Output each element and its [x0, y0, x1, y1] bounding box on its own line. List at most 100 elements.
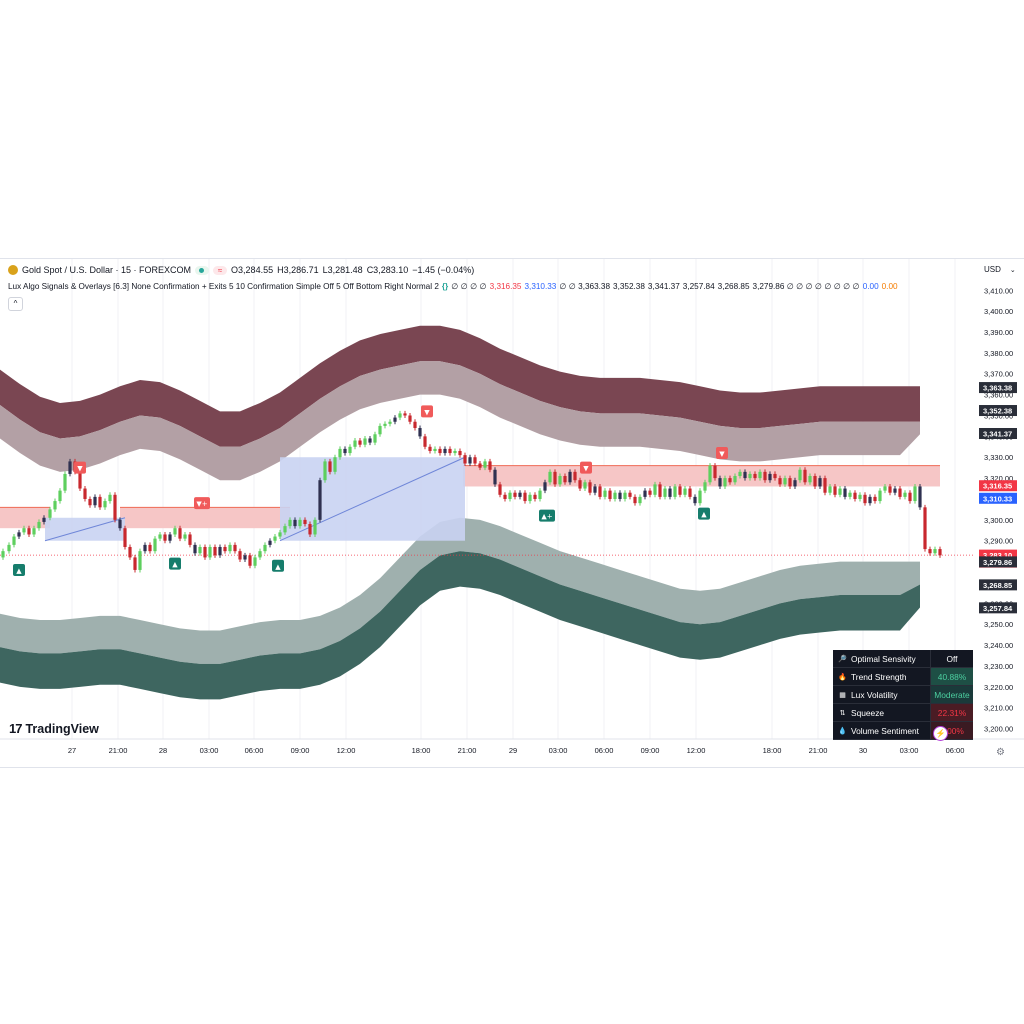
candle: [188, 534, 192, 545]
candle: [393, 417, 397, 422]
y-tick-label: 3,210.00: [984, 704, 1013, 713]
candle: [463, 455, 467, 464]
candle: [618, 492, 622, 499]
candle: [653, 484, 657, 495]
candle: [723, 478, 727, 487]
candle: [813, 476, 817, 487]
candle: [453, 450, 457, 454]
candle: [208, 546, 212, 558]
price-tag-label: 3,310.33: [983, 494, 1012, 503]
candle: [323, 461, 327, 481]
lower-band-outer: [0, 551, 920, 700]
candle: [648, 490, 652, 495]
candle: [533, 494, 537, 499]
x-tick-label: 18:00: [412, 746, 431, 755]
indicator-settings-icon[interactable]: {}: [441, 281, 449, 291]
resistance-zone: [463, 465, 940, 487]
price-tag: [979, 579, 1017, 591]
candle: [338, 448, 342, 458]
candle: [248, 555, 252, 566]
candle: [378, 425, 382, 435]
candle: [833, 486, 837, 495]
candle: [243, 555, 247, 560]
candle: [293, 519, 297, 527]
candle: [688, 488, 692, 497]
y-tick-label: 3,200.00: [984, 725, 1013, 734]
candle: [288, 519, 292, 527]
candle: [538, 490, 542, 499]
candle: [373, 434, 377, 443]
candle: [553, 471, 557, 485]
dashboard-value: Moderate: [931, 686, 973, 703]
currency-select[interactable]: USD ⌄: [984, 265, 1016, 274]
candle: [868, 496, 872, 504]
candle: [263, 544, 267, 552]
candle: [733, 476, 737, 483]
candle: [893, 488, 897, 493]
lightning-icon[interactable]: ⚡: [933, 726, 948, 741]
chevron-down-icon: ⌄: [1009, 267, 1016, 274]
x-tick-label: 18:00: [763, 746, 782, 755]
price-tag-label: 3,352.38: [983, 407, 1012, 416]
candle: [213, 546, 217, 556]
candle: [488, 461, 492, 470]
candle: [483, 461, 487, 468]
candle: [1, 551, 5, 558]
candle: [598, 486, 602, 497]
candle: [493, 469, 497, 485]
candle: [923, 507, 927, 550]
y-tick-label: 3,380.00: [984, 349, 1013, 358]
buy-signal: [13, 563, 25, 576]
lower-band-inner: [0, 517, 920, 664]
candle: [913, 486, 917, 502]
candle: [888, 486, 892, 493]
candle: [22, 528, 26, 533]
sell-signal-label: ▼: [719, 450, 725, 458]
symbol-header: Gold Spot / U.S. Dollar · 15 · FOREXCOM …: [8, 265, 474, 275]
chevron-up-icon[interactable]: ^: [8, 297, 23, 311]
candle: [128, 546, 132, 558]
upper-band-outer: [0, 325, 920, 447]
candle: [673, 486, 677, 497]
droplet-icon: 💧: [838, 727, 847, 735]
gear-icon[interactable]: ⚙: [996, 747, 1005, 758]
price-tag-label: 3,363.38: [983, 384, 1012, 393]
buy-signal-label: ▲: [275, 563, 281, 571]
market-open-icon: [195, 265, 210, 275]
sell-signal-label: ▼: [424, 408, 430, 416]
candle: [108, 494, 112, 502]
candle: [708, 465, 712, 483]
candle: [448, 448, 452, 454]
buy-signal-label: ▲: [172, 561, 178, 569]
candle: [473, 457, 477, 464]
price-tag-label: 3,257.84: [983, 604, 1013, 613]
candle: [758, 471, 762, 479]
price-chart[interactable]: ▼ ▼+ ▼ ▼ ▼ ▲ ▲ ▲ ▲+ ▲ 3,410.00 3,400.00 3,390.00 3,38…: [0, 259, 1024, 767]
candle: [298, 519, 302, 527]
symbol-title[interactable]: Gold Spot / U.S. Dollar · 15 · FOREXCOM: [22, 265, 192, 275]
candle: [42, 517, 46, 522]
candle: [623, 492, 627, 499]
candle: [83, 488, 87, 499]
candle: [738, 471, 742, 477]
indicator-value: 3,341.37: [647, 282, 680, 291]
candle: [253, 557, 257, 566]
candle: [713, 465, 717, 479]
y-tick-label: 3,240.00: [984, 641, 1013, 650]
buy-signal-label: ▲: [16, 567, 22, 575]
candle: [848, 492, 852, 497]
candle: [118, 519, 122, 529]
candle: [88, 498, 92, 506]
candle: [748, 473, 752, 479]
candle: [613, 492, 617, 499]
candle: [218, 546, 222, 556]
dashboard-row: ▦ Lux Volatility Moderate: [833, 686, 973, 704]
candle: [273, 536, 277, 541]
price-tag-label: 3,279.86: [983, 558, 1012, 567]
indicator-value: 0.00: [862, 282, 879, 291]
indicator-label[interactable]: Lux Algo Signals & Overlays [6.3] None C…: [8, 281, 439, 291]
candle: [693, 496, 697, 504]
candle: [478, 463, 482, 468]
y-tick-label: 3,250.00: [984, 620, 1013, 629]
price-tag: [979, 428, 1017, 440]
